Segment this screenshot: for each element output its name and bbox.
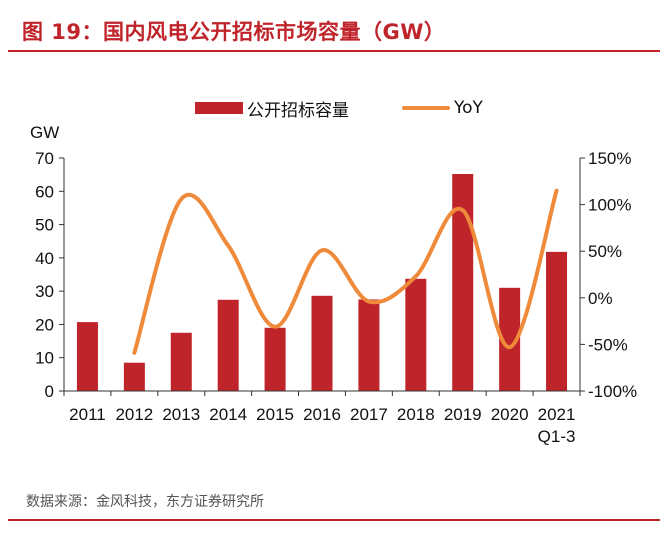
legend-label-line: YoY xyxy=(454,98,483,118)
right-tick-label: 100% xyxy=(588,196,631,215)
x-tick-label-2014: 2014 xyxy=(209,405,247,424)
x-tick-label-2013: 2013 xyxy=(162,405,200,424)
x-tick-label-2012: 2012 xyxy=(115,405,153,424)
bar-2015 xyxy=(264,327,286,391)
bottom-rule xyxy=(8,519,660,521)
x-tick-label-2016: 2016 xyxy=(303,405,341,424)
x-tick-label-2020: 2020 xyxy=(491,405,529,424)
bar-2014 xyxy=(217,299,239,391)
bar-2017 xyxy=(358,299,380,391)
bar-2013 xyxy=(170,332,192,391)
bar-2020 xyxy=(499,287,521,391)
chart-title: 图 19：国内风电公开招标市场容量（GW） xyxy=(22,20,446,44)
x-tick-label-2011: 2011 xyxy=(69,405,106,424)
title-bar: 图 19：国内风电公开招标市场容量（GW） xyxy=(8,0,660,52)
right-tick-label: 0% xyxy=(588,289,613,308)
left-tick-label: 60 xyxy=(35,182,54,201)
legend-swatch-line xyxy=(402,106,450,110)
left-tick-label: 50 xyxy=(35,216,54,235)
left-tick-label: 20 xyxy=(35,315,54,334)
bar-2021 xyxy=(546,251,568,391)
x-tick-label-2015: 2015 xyxy=(256,405,294,424)
yoy-line-group xyxy=(132,188,559,355)
source-note: 数据来源：金风科技，东方证券研究所 xyxy=(26,494,264,510)
right-tick-label: 150% xyxy=(588,149,631,168)
yoy-line xyxy=(132,188,559,355)
bar-2012 xyxy=(123,362,145,391)
legend-item-line: YoY xyxy=(402,96,483,120)
x-tick-label-2018: 2018 xyxy=(397,405,435,424)
right-tick-label: -100% xyxy=(588,382,637,401)
x-tick-label-2017: 2017 xyxy=(350,405,388,424)
left-tick-label: 30 xyxy=(35,282,54,301)
bar-2018 xyxy=(405,278,427,391)
left-tick-label: 10 xyxy=(35,349,54,368)
axes: 0 10 20 30 40 50 60 70 -100% -50% 0% 50% 100% 150% 201… xyxy=(35,149,637,446)
x-tick-label-2021: 2021 xyxy=(538,405,576,424)
left-tick-label: 0 xyxy=(45,382,54,401)
right-tick-label: -50% xyxy=(588,335,628,354)
left-tick-label: 40 xyxy=(35,249,54,268)
left-tick-label: 70 xyxy=(35,149,54,168)
y-axis-label: GW xyxy=(30,123,59,142)
legend: 公开招标容量 YoY xyxy=(0,96,668,121)
legend-swatch-bar xyxy=(195,102,243,114)
x-tick-sublabel: Q1-3 xyxy=(538,427,576,446)
x-tick-label-2019: 2019 xyxy=(444,405,482,424)
bars xyxy=(76,173,568,391)
legend-item-bar: 公开招标容量 xyxy=(195,96,349,121)
legend-label-bar: 公开招标容量 xyxy=(247,100,349,121)
bar-2011 xyxy=(76,322,98,391)
bar-2019 xyxy=(452,173,474,391)
bar-2016 xyxy=(311,295,333,391)
right-tick-label: 50% xyxy=(588,242,622,261)
